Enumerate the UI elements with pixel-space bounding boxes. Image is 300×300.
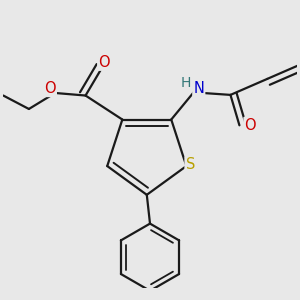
Text: S: S bbox=[185, 157, 195, 172]
Text: O: O bbox=[98, 55, 110, 70]
Text: O: O bbox=[244, 118, 256, 133]
Text: N: N bbox=[193, 81, 204, 96]
Text: H: H bbox=[181, 76, 191, 90]
Text: O: O bbox=[44, 81, 56, 96]
